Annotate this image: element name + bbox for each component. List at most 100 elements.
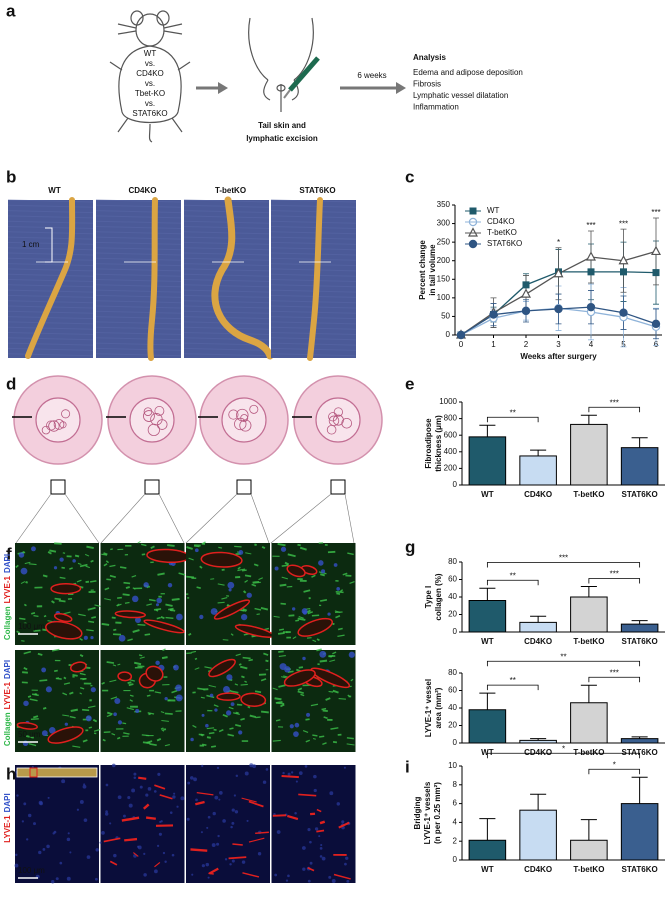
lymphatic-vessel xyxy=(138,776,147,780)
nucleus xyxy=(95,848,99,852)
nucleus xyxy=(111,763,116,768)
bar xyxy=(519,455,557,486)
nucleus xyxy=(164,696,168,701)
marker xyxy=(652,269,660,277)
panel-letter: a xyxy=(6,1,16,20)
photo-texture xyxy=(183,247,270,251)
collagen-fiber xyxy=(192,724,197,728)
collagen-fiber xyxy=(79,654,84,658)
photo-texture xyxy=(95,226,182,229)
error-bar xyxy=(631,620,648,625)
tail xyxy=(307,197,323,361)
photo-texture xyxy=(270,210,357,214)
collagen-fiber xyxy=(278,654,286,658)
photo-texture xyxy=(7,273,94,277)
channel-legend: LYVE-1 DAPI xyxy=(3,793,12,842)
y-tick-label: 600 xyxy=(444,430,458,439)
analysis-item: Lymphatic vessel dilatation xyxy=(413,91,508,100)
scalpel xyxy=(283,56,320,99)
collagen-fiber xyxy=(146,603,152,606)
y-tick-label: 0 xyxy=(453,855,458,864)
nucleus xyxy=(302,656,306,661)
nucleus xyxy=(211,843,216,847)
y-axis-title: in tail volume xyxy=(428,244,437,296)
x-tick-label: STAT6KO xyxy=(622,748,658,757)
lymphatic-vessel xyxy=(154,784,166,790)
nucleus xyxy=(23,700,29,707)
nucleus xyxy=(143,873,147,877)
collagen-fiber xyxy=(287,553,296,558)
nucleus xyxy=(59,557,64,562)
collagen-fiber xyxy=(90,580,97,583)
collagen-fiber xyxy=(313,737,316,740)
nucleus xyxy=(235,774,239,778)
collagen-fiber xyxy=(204,666,212,669)
nucleus xyxy=(66,876,71,881)
x-tick-label: CD4KO xyxy=(524,637,552,646)
collagen-fiber xyxy=(103,552,108,556)
collagen-fiber xyxy=(194,657,198,661)
nucleus xyxy=(246,819,249,822)
analysis-item: Inflammation xyxy=(413,103,459,112)
nucleus xyxy=(176,805,179,808)
collagen-fiber xyxy=(79,637,83,641)
significance-label: ** xyxy=(510,571,516,580)
collagen-fiber xyxy=(122,593,130,597)
zoom-line xyxy=(344,493,355,544)
y-axis-title: area (mm²) xyxy=(434,687,443,728)
nucleus xyxy=(155,603,159,607)
collagen-fiber xyxy=(129,679,136,682)
nucleus xyxy=(128,803,133,808)
photo-texture xyxy=(95,263,182,267)
channel-legend: Collagen LYVE-1 DAPI xyxy=(3,554,12,640)
y-tick-label: 150 xyxy=(437,274,451,283)
photo-texture xyxy=(183,284,270,288)
nucleus xyxy=(51,880,55,884)
lymphatic-vessel xyxy=(213,599,251,620)
tissue-spot xyxy=(143,407,153,416)
collagen-fiber xyxy=(240,717,245,721)
panel-letter: c xyxy=(405,167,414,186)
collagen-fiber xyxy=(146,740,153,744)
collagen-fiber xyxy=(199,565,203,569)
collagen-fiber xyxy=(299,546,307,551)
nucleus xyxy=(27,813,32,818)
collagen-fiber xyxy=(111,733,116,736)
collagen-fiber xyxy=(28,563,37,566)
photo-texture xyxy=(270,353,357,357)
collagen-fiber xyxy=(29,698,38,702)
nucleus xyxy=(205,723,209,728)
lymphatic-vessel xyxy=(145,665,164,682)
marker xyxy=(651,319,661,329)
significance-label: *** xyxy=(586,221,595,230)
panel-letter: i xyxy=(405,757,410,776)
significance-label: * xyxy=(562,744,565,753)
nucleus xyxy=(145,793,149,797)
nucleus xyxy=(189,776,194,780)
nucleus xyxy=(241,860,246,864)
zoom-line xyxy=(270,493,332,544)
bar xyxy=(620,803,659,861)
collagen-fiber xyxy=(86,545,94,550)
nucleus xyxy=(16,794,19,797)
photo-texture xyxy=(7,252,94,256)
collagen-fiber xyxy=(109,679,117,683)
collagen-fiber xyxy=(148,712,151,716)
collagen-fiber xyxy=(248,658,253,662)
photo-label: STAT6KO xyxy=(299,186,335,195)
collagen-fiber xyxy=(102,738,106,742)
significance-bracket xyxy=(588,406,641,413)
collagen-fiber xyxy=(117,663,121,666)
collagen-fiber xyxy=(275,701,283,704)
y-tick-label: 20 xyxy=(448,721,457,730)
collagen-fiber xyxy=(74,554,80,558)
channel-legend: Collagen LYVE-1 DAPI xyxy=(3,660,12,746)
marker xyxy=(587,268,595,276)
photo-texture xyxy=(95,199,182,203)
marker xyxy=(521,288,531,298)
tissue-spot xyxy=(59,421,67,429)
collagen-fiber xyxy=(127,681,132,685)
collagen-fiber xyxy=(234,683,239,686)
lymphatic-vessel xyxy=(117,671,133,682)
photo-texture xyxy=(183,316,270,320)
